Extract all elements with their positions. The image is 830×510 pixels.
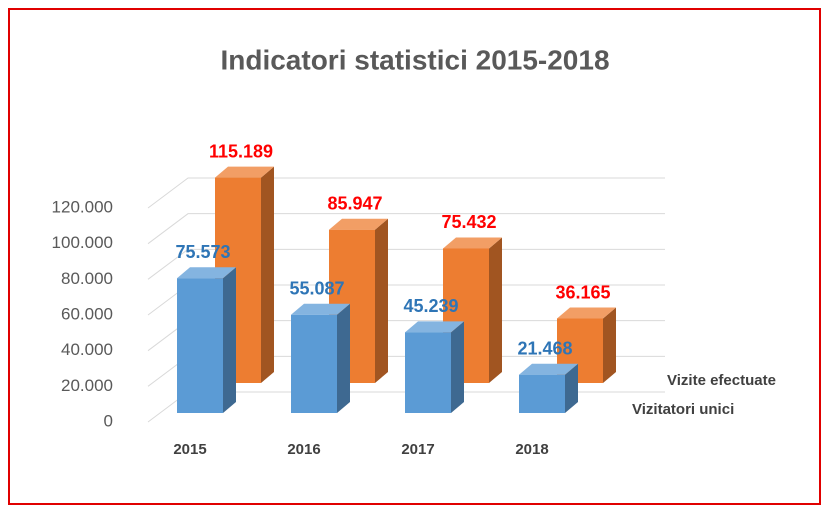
x-tick-label: 2017 — [401, 441, 434, 458]
bar-top — [519, 363, 578, 375]
data-label: 115.189 — [209, 141, 273, 161]
data-label: 45.239 — [403, 296, 458, 316]
bar-top — [443, 237, 502, 249]
bar-top — [177, 267, 236, 279]
data-label: 21.468 — [517, 338, 572, 358]
x-tick-label: 2018 — [515, 441, 548, 458]
data-label: 36.165 — [555, 282, 610, 302]
chart-border — [8, 8, 821, 505]
grid-line — [147, 248, 665, 280]
bar — [405, 321, 464, 413]
data-label: 75.573 — [175, 242, 230, 262]
bar — [291, 303, 350, 413]
bar-side — [337, 303, 350, 413]
bar-side — [565, 363, 578, 413]
y-tick-label: 40.000 — [61, 340, 113, 359]
bar-side — [603, 307, 616, 383]
bar-front — [177, 278, 223, 413]
bar-front — [405, 332, 451, 413]
bar-top — [557, 307, 616, 319]
data-label: 85.947 — [327, 193, 382, 213]
bar-top — [291, 303, 350, 315]
bar — [519, 363, 578, 413]
bar-side — [451, 321, 464, 413]
bar-side — [261, 166, 274, 383]
bar-side — [223, 267, 236, 413]
bar-top — [329, 218, 388, 230]
bar-top — [215, 166, 274, 178]
bar-front — [519, 374, 565, 413]
y-tick-label: 80.000 — [61, 269, 113, 288]
legend-label: Vizite efectuate — [667, 372, 776, 389]
bar-top — [405, 321, 464, 333]
chart-title: Indicatori statistici 2015-2018 — [220, 44, 609, 75]
x-tick-label: 2015 — [173, 441, 206, 458]
grid-line — [147, 177, 665, 209]
bar-side — [489, 237, 502, 383]
data-label: 75.432 — [441, 212, 496, 232]
grid-line — [147, 213, 665, 245]
bar — [177, 267, 236, 413]
legend-label: Vizitatori unici — [632, 401, 734, 418]
bar-front — [291, 314, 337, 413]
data-label: 55.087 — [289, 279, 344, 299]
bar — [443, 237, 502, 383]
x-tick-label: 2016 — [287, 441, 320, 458]
y-tick-label: 100.000 — [52, 233, 113, 252]
y-tick-label: 20.000 — [61, 376, 113, 395]
bar-side — [375, 218, 388, 383]
y-tick-label: 120.000 — [52, 197, 113, 216]
y-tick-label: 0 — [104, 411, 113, 430]
y-tick-label: 60.000 — [61, 304, 113, 323]
